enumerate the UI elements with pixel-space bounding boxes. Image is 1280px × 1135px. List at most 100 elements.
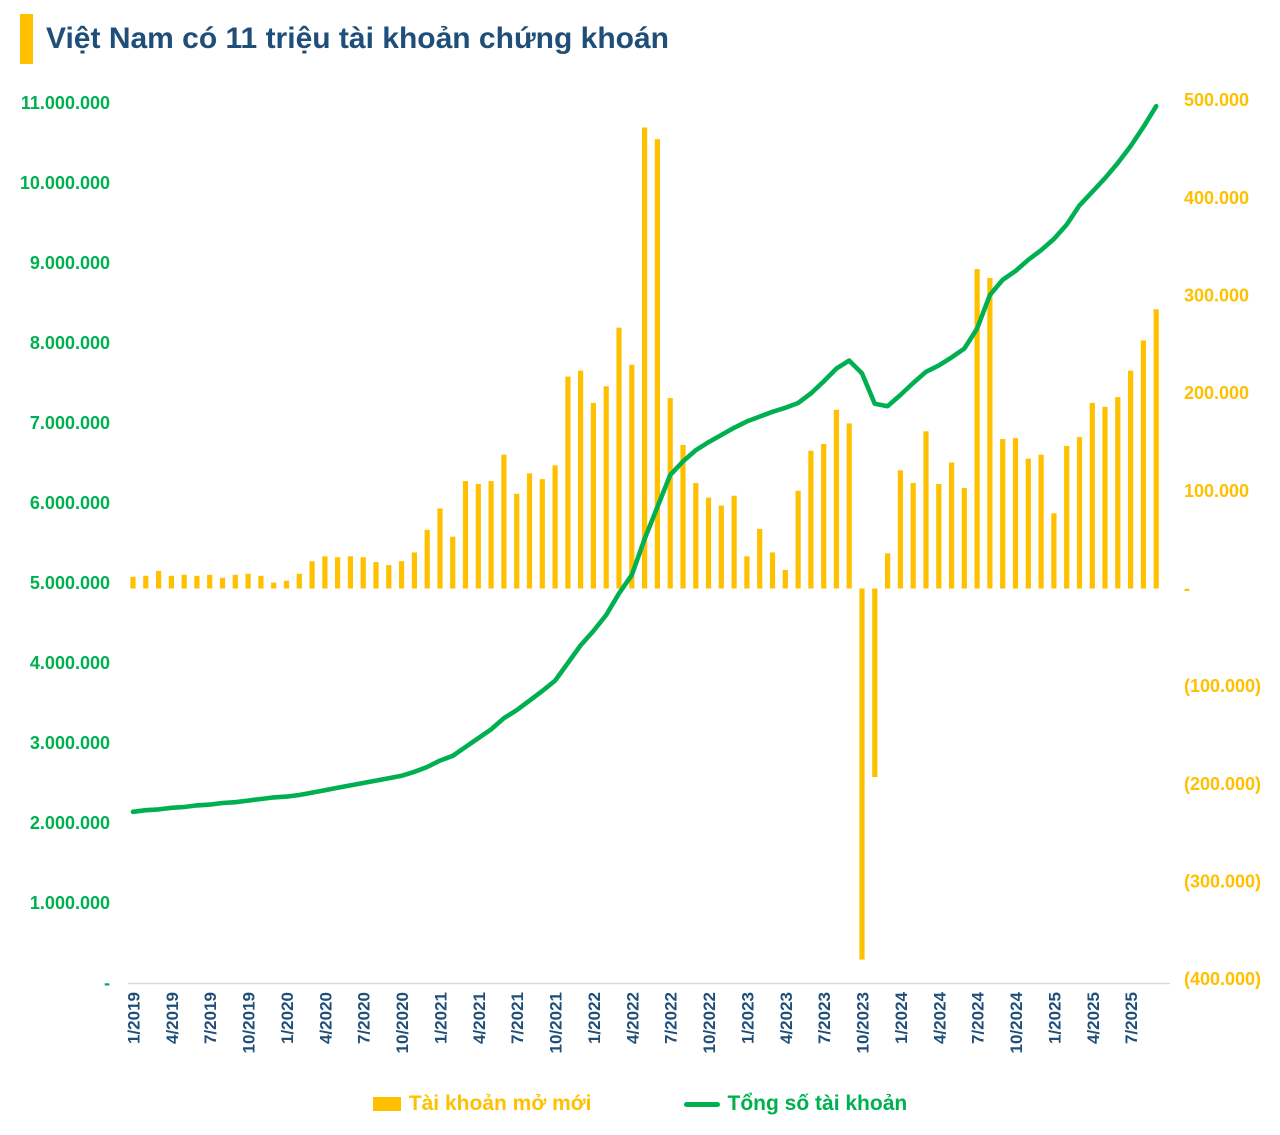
left-axis-tick-label: 4.000.000 [30,653,110,673]
bar-5/2021 [488,481,494,589]
bar-9/2022 [693,483,699,589]
line-series-label: Tổng số tài khoản [727,1092,908,1115]
x-axis-label-10/2020: 10/2020 [393,992,412,1053]
bar-12/2024 [1038,454,1044,589]
right-axis-tick-label: 200.000 [1184,383,1249,403]
x-axis-label-4/2024: 4/2024 [930,991,949,1044]
left-axis-tick-label: 11.000.000 [21,93,110,113]
bar-7/2020 [360,557,366,589]
right-axis-tick-label: (100.000) [1184,676,1261,696]
left-axis-tick-label: 6.000.000 [30,493,110,513]
bar-12/2019 [271,582,277,589]
page-title: Việt Nam có 11 triệu tài khoản chứng kho… [46,22,669,55]
bar-1/2025 [1051,513,1057,589]
left-axis-tick-label: 7.000.000 [30,413,110,433]
left-axis-tick-label: 10.000.000 [20,173,110,193]
chart-legend: Tài khoản mở mới Tổng số tài khoản [0,1092,1280,1116]
bar-12/2021 [578,370,584,589]
bar-6/2025 [1115,397,1121,589]
bar-2/2021 [450,536,456,589]
title-accent-bar [20,14,33,64]
x-axis-label-4/2020: 4/2020 [316,992,335,1044]
left-axis-tick-label: 2.000.000 [30,813,110,833]
bar-9/2025 [1153,309,1159,589]
right-axis-tick-label: - [1184,579,1190,599]
right-axis-tick-label: 100.000 [1184,481,1249,501]
right-axis-tick-label: (200.000) [1184,774,1261,794]
left-axis-tick-label: 5.000.000 [30,573,110,593]
x-axis-label-7/2024: 7/2024 [969,991,988,1044]
title-block: Việt Nam có 11 triệu tài khoản chứng kho… [20,14,669,64]
bar-2/2022 [603,386,609,589]
x-axis-label-4/2025: 4/2025 [1084,992,1103,1044]
bar-1/2019 [130,576,136,589]
x-axis-label-7/2025: 7/2025 [1122,992,1141,1044]
bar-9/2021 [539,479,545,589]
right-axis-tick-label: 500.000 [1184,90,1249,110]
bar-9/2024 [1000,439,1006,589]
bar-6/2019 [194,575,200,589]
bar-5/2024 [949,462,955,589]
bar-1/2022 [590,402,596,589]
bar-11/2019 [258,575,264,589]
bar-5/2020 [335,557,341,589]
bar-5/2023 [795,490,801,589]
bar-3/2020 [309,561,315,589]
bar-2/2023 [757,528,763,589]
bar-3/2019 [156,570,162,589]
bar-12/2023 [885,553,891,589]
bar-6/2021 [501,454,507,589]
bar-series-label: Tài khoản mở mới [408,1092,592,1115]
bar-10/2023 [859,588,865,960]
x-axis-label-1/2024: 1/2024 [892,991,911,1044]
x-axis-label-1/2022: 1/2022 [585,992,604,1044]
x-axis-label-4/2023: 4/2023 [777,992,796,1044]
legend-item-new-accounts: Tài khoản mở mới [372,1092,592,1116]
bar-4/2021 [475,484,481,589]
line-series-swatch [683,1101,720,1107]
x-axis-label-4/2022: 4/2022 [623,992,642,1044]
bar-4/2024 [936,484,942,589]
right-axis-tick-label: (400.000) [1184,969,1261,989]
bar-11/2022 [718,505,724,589]
left-axis-tick-label: 8.000.000 [30,333,110,353]
x-axis-label-10/2019: 10/2019 [240,992,259,1053]
bar-4/2025 [1089,402,1095,589]
x-axis-label-4/2021: 4/2021 [470,992,489,1044]
bar-11/2020 [411,552,417,589]
bar-10/2019 [245,573,251,589]
bar-8/2021 [526,473,533,589]
bar-7/2021 [514,493,520,589]
bar-series-swatch [372,1097,401,1111]
bar-1/2023 [744,556,750,589]
x-axis-label-10/2024: 10/2024 [1007,991,1026,1053]
bar-7/2022 [667,398,673,589]
x-axis-label-1/2025: 1/2025 [1045,992,1064,1044]
bar-6/2024 [961,487,967,589]
x-axis-label-7/2020: 7/2020 [355,992,374,1044]
bar-7/2019 [207,574,213,589]
bar-5/2019 [181,574,187,589]
bar-3/2024 [923,431,929,589]
bar-7/2023 [821,444,827,589]
left-axis-tick-label: 9.000.000 [30,253,110,273]
left-axis-tick-label: 3.000.000 [30,733,110,753]
bar-12/2022 [731,495,737,589]
legend-item-total-accounts: Tổng số tài khoản [683,1092,908,1116]
bar-6/2020 [347,556,353,589]
bar-1/2021 [437,508,443,589]
total-accounts-line [130,103,1159,815]
right-axis-tick-label: 400.000 [1184,188,1249,208]
right-axis-tick-label: (300.000) [1184,872,1261,892]
bar-4/2019 [168,575,174,589]
x-axis-label-10/2021: 10/2021 [547,992,566,1053]
bar-10/2024 [1012,438,1019,589]
bar-2/2019 [143,575,149,589]
bar-10/2020 [399,561,405,589]
bar-5/2025 [1102,406,1108,589]
bar-1/2024 [897,470,903,589]
x-axis-label-1/2019: 1/2019 [125,992,144,1044]
bar-3/2021 [462,481,469,589]
